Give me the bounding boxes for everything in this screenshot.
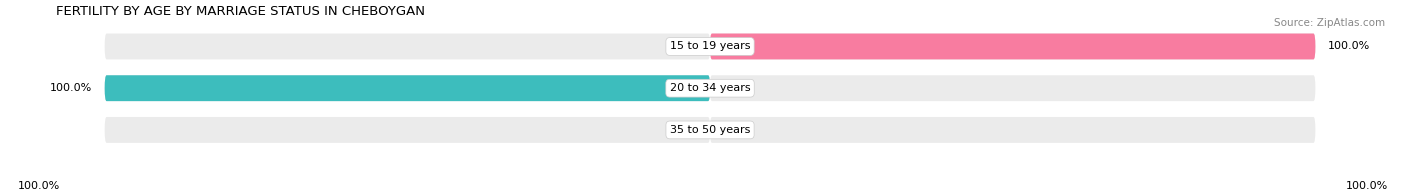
Text: 0.0%: 0.0% <box>723 83 751 93</box>
Text: FERTILITY BY AGE BY MARRIAGE STATUS IN CHEBOYGAN: FERTILITY BY AGE BY MARRIAGE STATUS IN C… <box>56 5 425 18</box>
FancyBboxPatch shape <box>104 34 710 59</box>
Text: 100.0%: 100.0% <box>18 181 60 191</box>
FancyBboxPatch shape <box>710 117 1316 143</box>
Text: 100.0%: 100.0% <box>1327 42 1369 52</box>
Text: 0.0%: 0.0% <box>669 42 697 52</box>
FancyBboxPatch shape <box>104 75 710 101</box>
FancyBboxPatch shape <box>104 75 710 101</box>
FancyBboxPatch shape <box>710 75 1316 101</box>
Legend: Married, Unmarried: Married, Unmarried <box>628 192 792 196</box>
Text: Source: ZipAtlas.com: Source: ZipAtlas.com <box>1274 18 1385 28</box>
FancyBboxPatch shape <box>104 117 710 143</box>
Text: 100.0%: 100.0% <box>1346 181 1388 191</box>
Text: 0.0%: 0.0% <box>723 125 751 135</box>
Text: 20 to 34 years: 20 to 34 years <box>669 83 751 93</box>
Text: 35 to 50 years: 35 to 50 years <box>669 125 751 135</box>
Text: 100.0%: 100.0% <box>51 83 93 93</box>
Text: 15 to 19 years: 15 to 19 years <box>669 42 751 52</box>
FancyBboxPatch shape <box>710 34 1316 59</box>
Text: 0.0%: 0.0% <box>669 125 697 135</box>
FancyBboxPatch shape <box>710 34 1316 59</box>
